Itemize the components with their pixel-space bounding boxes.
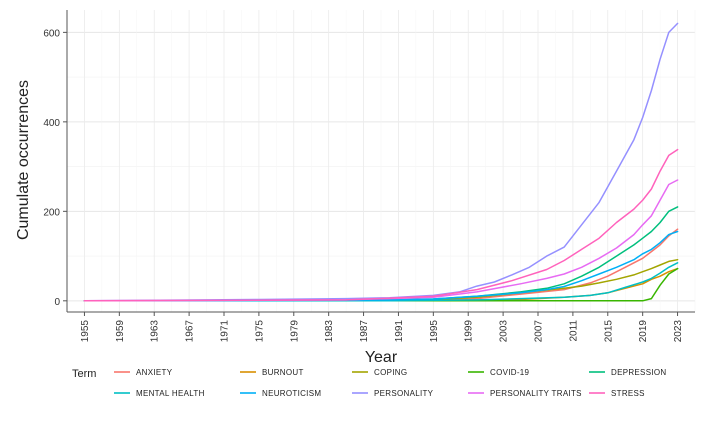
y-tick-label: 400: [43, 118, 60, 129]
x-tick-label: 1979: [289, 320, 300, 343]
x-tick-label: 1983: [324, 320, 335, 343]
x-tick-label: 1959: [115, 320, 126, 343]
y-tick-label: 0: [54, 297, 60, 308]
legend-label-personality: PERSONALITY: [374, 389, 434, 398]
x-tick-label: 2019: [638, 320, 649, 343]
x-tick-label: 1971: [220, 320, 231, 343]
x-tick-label: 1963: [150, 320, 161, 343]
legend-label-coping: COPING: [374, 368, 407, 377]
legend-label-depression: DEPRESSION: [611, 368, 666, 377]
series-line-covid-19: [83, 267, 679, 302]
series-lines: [83, 22, 679, 302]
x-tick-label: 1987: [359, 320, 370, 343]
legend-label-burnout: BURNOUT: [262, 368, 304, 377]
tick-labels: 0 200 400 600 1955 1959 1963 1967 1971 1975 1979 19…: [43, 28, 684, 342]
series-line-mental-health: [83, 262, 679, 302]
x-tick-label: 2023: [673, 320, 684, 343]
legend-label-anxiety: ANXIETY: [136, 368, 173, 377]
x-tick-label: 1999: [464, 320, 475, 343]
y-tick-label: 600: [43, 28, 60, 39]
x-tick-label: 1995: [429, 320, 440, 343]
legend-label-mental-health: MENTAL HEALTH: [136, 389, 205, 398]
y-tick-label: 200: [43, 207, 60, 218]
legend-label-personality-traits: PERSONALITY TRAITS: [490, 389, 582, 398]
grid: [67, 10, 696, 312]
x-tick-label: 2003: [499, 320, 510, 343]
series-line-neuroticism: [83, 230, 679, 302]
legend-label-neuroticism: NEUROTICISM: [262, 389, 321, 398]
x-axis-title: Year: [365, 349, 398, 366]
x-tick-label: 2015: [603, 320, 614, 343]
x-tick-label: 1991: [394, 320, 405, 343]
x-tick-label: 2011: [568, 320, 579, 342]
legend-label-covid-19: COVID-19: [490, 368, 530, 377]
x-tick-label: 1967: [185, 320, 196, 343]
y-axis-title: Cumulate occurrences: [15, 80, 32, 240]
x-tick-label: 1975: [254, 320, 265, 343]
legend: Term ANXIETY BURNOUT COPING COVID-19 DEPRESS…: [72, 368, 666, 398]
x-tick-label: 2007: [534, 320, 545, 343]
series-line-stress: [83, 148, 679, 302]
legend-label-stress: STRESS: [611, 389, 645, 398]
legend-title: Term: [72, 368, 96, 380]
series-line-personality-traits: [83, 179, 679, 302]
x-tick-label: 1955: [80, 320, 91, 343]
axes: [63, 10, 695, 316]
